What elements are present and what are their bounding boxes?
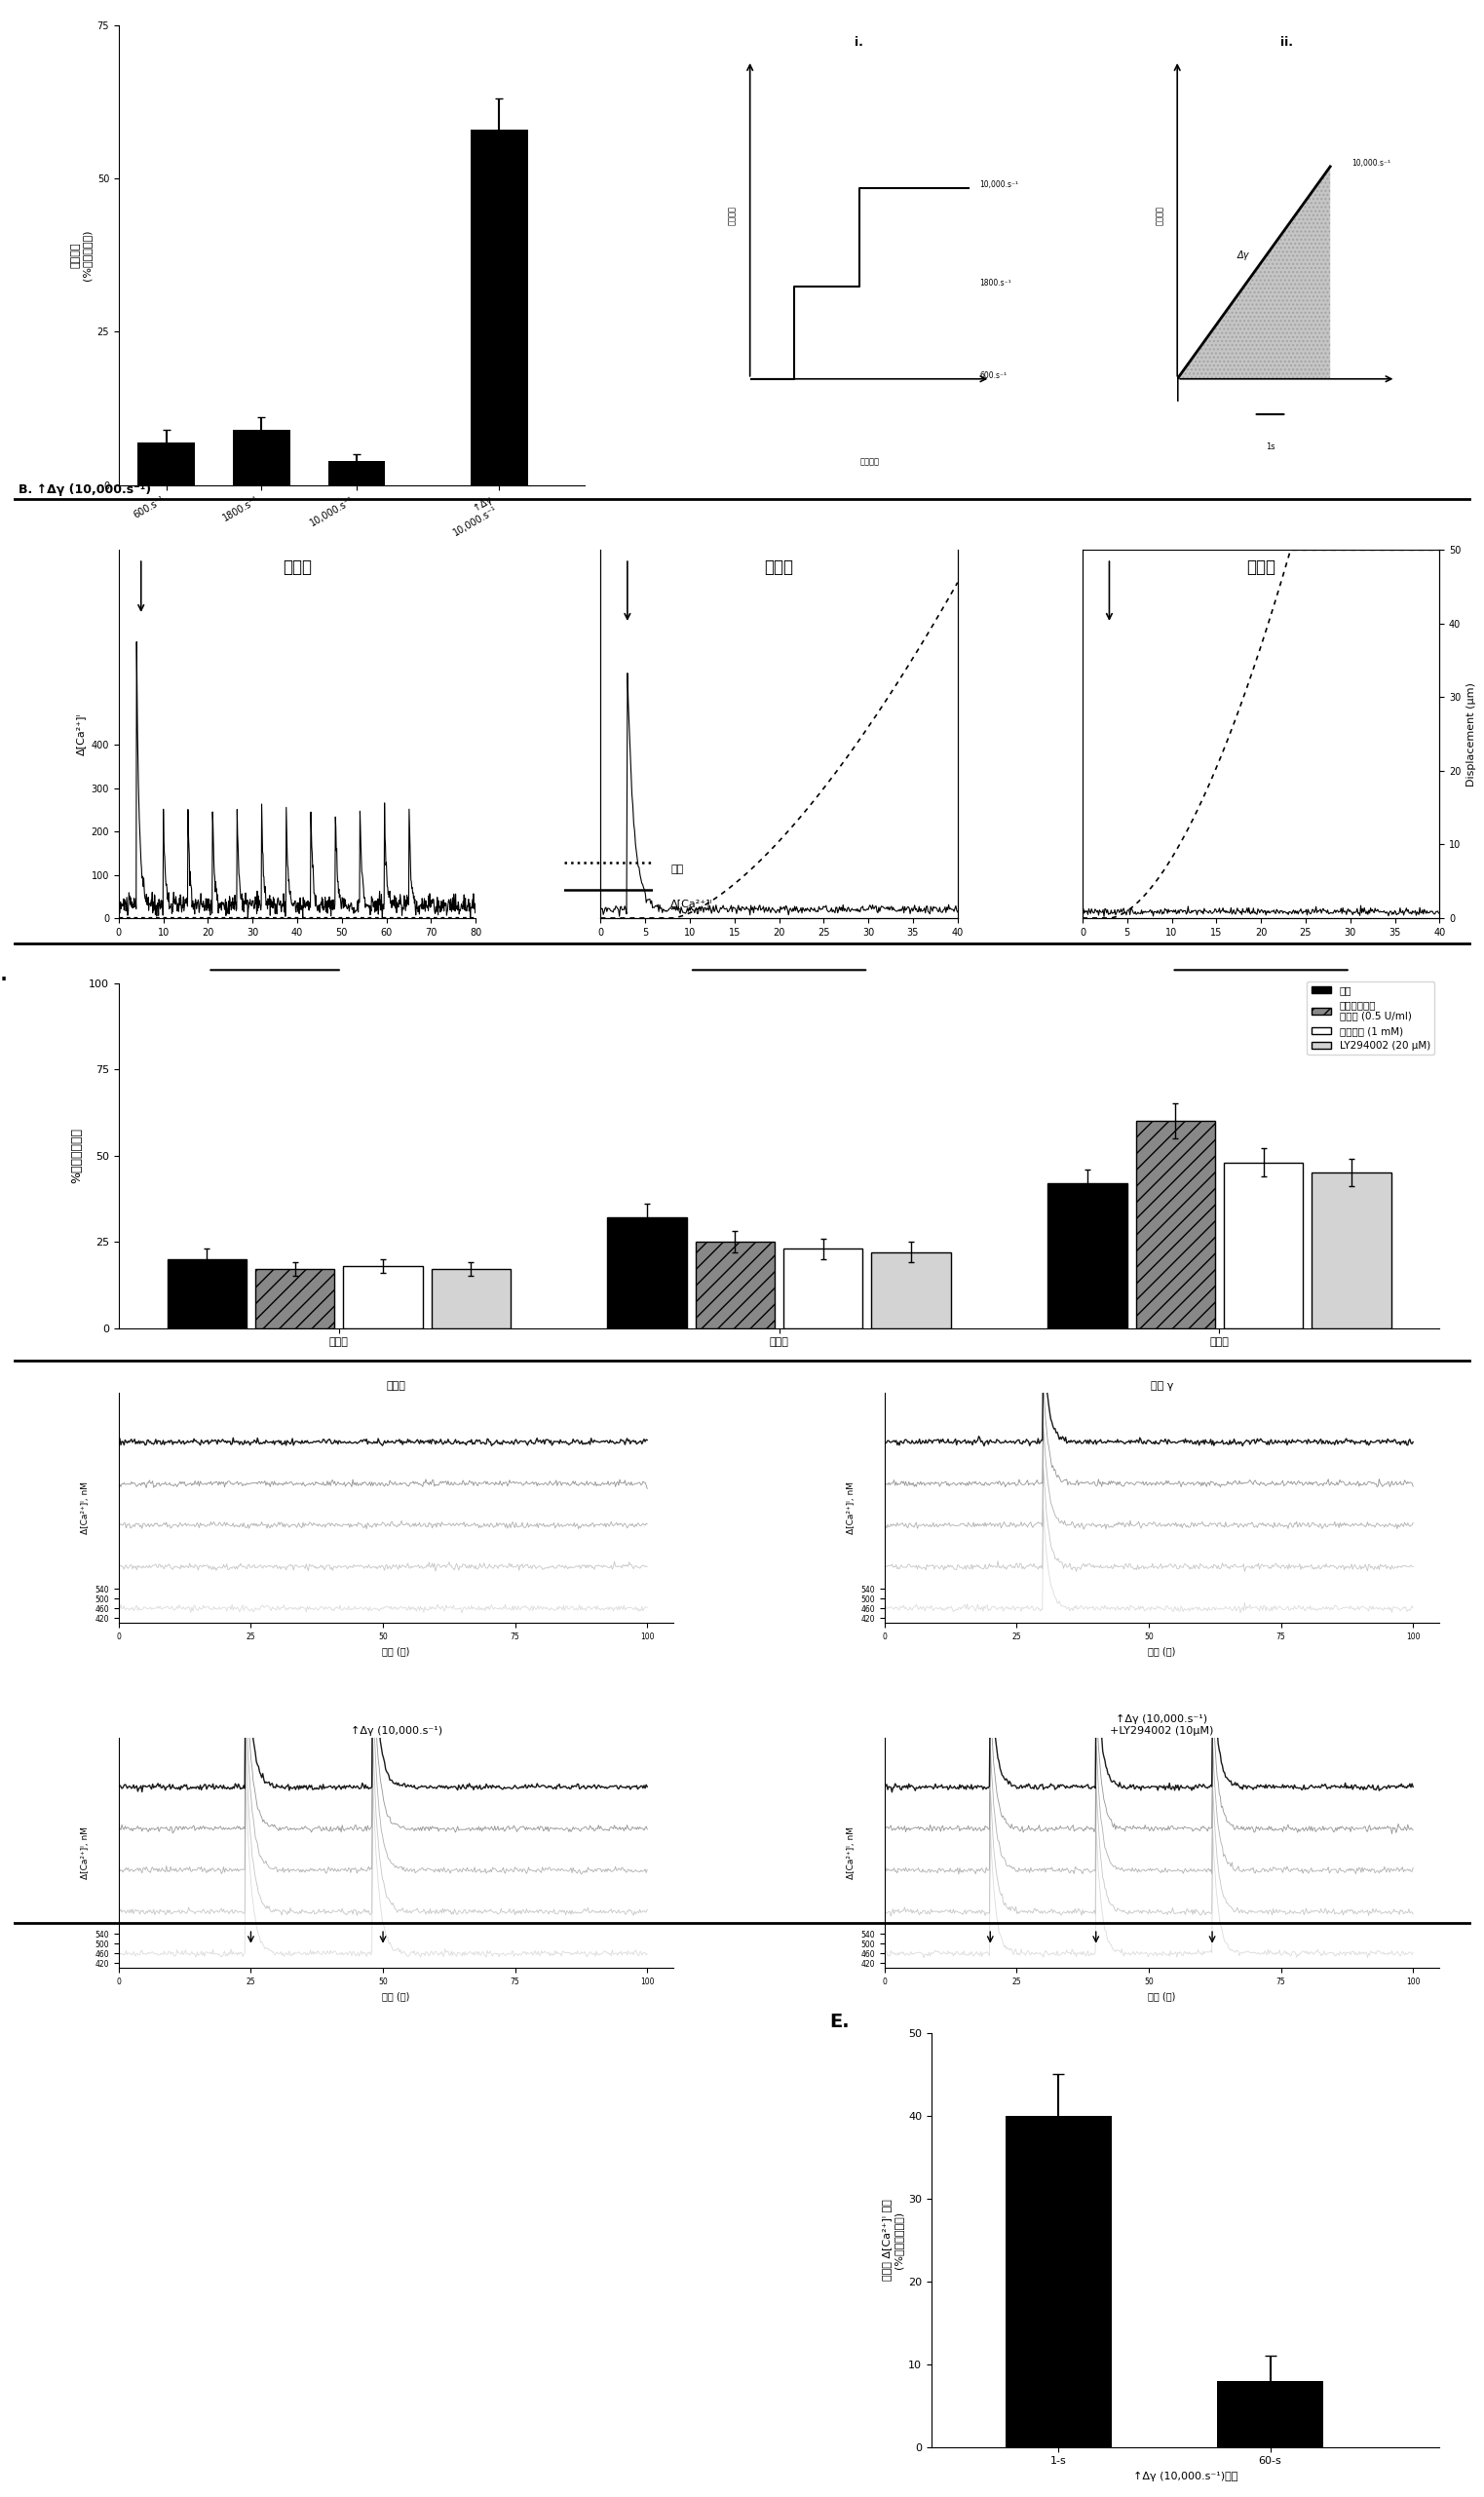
Bar: [233, 429, 289, 484]
Text: 10,000.s⁻¹: 10,000.s⁻¹: [1352, 160, 1391, 167]
Bar: [168, 1258, 246, 1328]
Y-axis label: Δ[Ca²⁺]ᴵ, nM: Δ[Ca²⁺]ᴵ, nM: [847, 1828, 855, 1880]
Bar: [138, 442, 194, 484]
Bar: [1312, 1174, 1391, 1328]
Text: 10 s: 10 s: [1251, 989, 1270, 999]
Bar: [432, 1268, 510, 1328]
X-axis label: 时间 (秒): 时间 (秒): [383, 1993, 410, 2003]
X-axis label: 时间 (秒): 时间 (秒): [383, 1646, 410, 1656]
Text: E.: E.: [830, 2013, 850, 2030]
Bar: [696, 1241, 775, 1328]
Text: Δ[Ca²⁺]ᴵ: Δ[Ca²⁺]ᴵ: [671, 899, 714, 909]
Y-axis label: Δ[Ca²⁺]ᴵ, nM: Δ[Ca²⁺]ᴵ, nM: [80, 1828, 89, 1880]
Bar: [328, 459, 384, 484]
Y-axis label: Δ[Ca²⁺]ᴵ, nM: Δ[Ca²⁺]ᴵ, nM: [80, 1481, 89, 1533]
Title: 恒定 γ: 恒定 γ: [1150, 1381, 1174, 1391]
Text: 1800.s⁻¹: 1800.s⁻¹: [979, 280, 1011, 287]
X-axis label: 时间 (秒): 时间 (秒): [1149, 1646, 1175, 1656]
Bar: [255, 1268, 334, 1328]
Bar: [1224, 1164, 1303, 1328]
Y-axis label: Δ[Ca²⁺]ᴵ: Δ[Ca²⁺]ᴵ: [76, 712, 86, 754]
Bar: [1217, 2380, 1324, 2447]
Text: ii.: ii.: [1281, 37, 1293, 50]
Bar: [470, 130, 528, 484]
Y-axis label: Displacement (μm): Displacement (μm): [1466, 682, 1477, 787]
Y-axis label: %总粘着血小板: %总粘着血小板: [71, 1129, 83, 1184]
Y-axis label: 高频率 Δ[Ca²⁺]ᴵ 反应
(%总粘着血小板): 高频率 Δ[Ca²⁺]ᴵ 反应 (%总粘着血小板): [881, 2200, 902, 2280]
Bar: [784, 1248, 862, 1328]
Text: 600.s⁻¹: 600.s⁻¹: [979, 372, 1006, 380]
Text: C.: C.: [0, 966, 7, 984]
Text: 短暂的: 短暂的: [764, 557, 794, 574]
Text: Δγ: Δγ: [1236, 250, 1250, 260]
Title: 静止的: 静止的: [386, 1381, 405, 1391]
Bar: [1006, 2115, 1112, 2447]
X-axis label: 时间 (秒): 时间 (秒): [1149, 1993, 1175, 2003]
Text: 持续的: 持续的: [282, 557, 312, 574]
Bar: [1048, 1184, 1126, 1328]
Title: ↑Δγ (10,000.s⁻¹)
+LY294002 (10μM): ↑Δγ (10,000.s⁻¹) +LY294002 (10μM): [1110, 1715, 1214, 1735]
Text: 剪切速率: 剪切速率: [1156, 205, 1163, 225]
Text: 剪切速率: 剪切速率: [729, 205, 738, 225]
Y-axis label: Δ[Ca²⁺]ᴵ, nM: Δ[Ca²⁺]ᴵ, nM: [847, 1481, 855, 1533]
Text: 30 s: 30 s: [266, 989, 285, 999]
Bar: [607, 1219, 687, 1328]
X-axis label: ↑Δγ (10,000.s⁻¹)梯度: ↑Δγ (10,000.s⁻¹)梯度: [1134, 2472, 1238, 2482]
Polygon shape: [1177, 167, 1330, 380]
Text: 10,000.s⁻¹: 10,000.s⁻¹: [979, 180, 1018, 190]
Title: ↑Δγ (10,000.s⁻¹): ↑Δγ (10,000.s⁻¹): [350, 1725, 442, 1735]
Text: 10 s: 10 s: [769, 989, 789, 999]
Bar: [1135, 1121, 1215, 1328]
Bar: [871, 1251, 951, 1328]
Text: B. ↑Δγ (10,000.s⁻¹): B. ↑Δγ (10,000.s⁻¹): [19, 484, 151, 497]
Text: i.: i.: [855, 37, 864, 50]
Text: 1s: 1s: [1266, 442, 1275, 452]
Y-axis label: 静止粘着
(%总粘着细胞): 静止粘着 (%总粘着细胞): [71, 230, 92, 280]
Text: 剪切速率: 剪切速率: [861, 457, 880, 467]
Text: 波动的: 波动的: [1247, 557, 1276, 574]
Bar: [343, 1266, 423, 1328]
Legend: 对照, 腺苷三磷酸双
磷酸酶 (0.5 U/ml), 阿司匹林 (1 mM), LY294002 (20 μM): 对照, 腺苷三磷酸双 磷酸酶 (0.5 U/ml), 阿司匹林 (1 mM), …: [1307, 981, 1435, 1054]
Text: 置换: 置换: [671, 864, 684, 874]
